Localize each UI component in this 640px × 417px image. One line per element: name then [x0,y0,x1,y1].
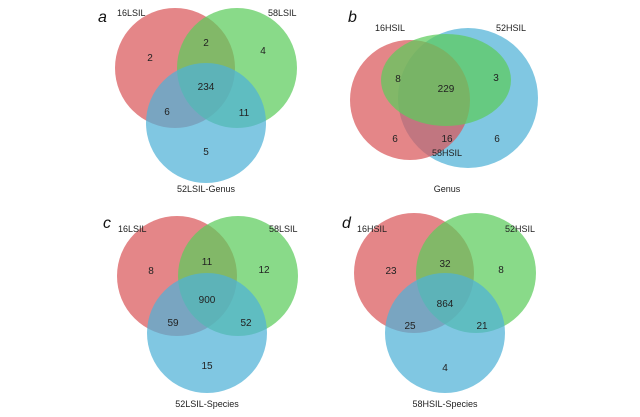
set-label: 58LSIL [268,8,297,18]
panel-caption: 58HSIL-Species [412,399,478,409]
region-count: 5 [203,147,209,158]
region-count: 32 [439,259,451,270]
panel-caption: Genus [434,184,461,194]
set-label: 52HSIL [496,23,526,33]
region-count: 900 [199,295,216,306]
set-circle-blue [147,273,267,393]
region-count: 59 [167,318,179,329]
set-label: 16HSIL [357,224,387,234]
region-count: 11 [239,108,250,119]
region-count: 23 [385,266,397,277]
region-count: 8 [498,265,504,276]
set-circle-green [381,34,511,126]
region-count: 3 [493,73,499,84]
set-label: 16LSIL [118,224,147,234]
region-count: 4 [442,363,448,374]
panel-letter: b [348,9,357,26]
region-count: 864 [437,299,454,310]
set-circle-blue [146,63,266,183]
panel-b: b 16HSIL 52HSIL 58HSIL 8 229 3 6 16 6 Ge… [348,9,538,194]
region-count: 229 [438,84,455,95]
set-label: 58LSIL [269,224,298,234]
region-count: 8 [148,266,154,277]
region-count: 234 [198,82,215,93]
region-count: 15 [201,361,213,372]
set-label: 16LSIL [117,8,146,18]
panel-d: d 16HSIL 52HSIL 23 8 32 864 25 21 4 58HS… [342,213,536,409]
region-count: 11 [202,257,213,268]
region-count: 6 [164,107,170,118]
region-count: 8 [395,74,401,85]
set-label: 16HSIL [375,23,405,33]
region-count: 16 [441,134,453,145]
region-count: 21 [476,321,488,332]
panel-letter: d [342,215,352,232]
panel-letter: c [103,215,111,232]
region-count: 4 [260,46,266,57]
set-circle-blue [385,273,505,393]
region-count: 52 [240,318,252,329]
region-count: 2 [203,38,209,49]
region-count: 25 [404,321,416,332]
set-label: 58HSIL [432,148,462,158]
region-count: 12 [258,265,270,276]
panel-caption: 52LSIL-Genus [177,184,236,194]
region-count: 6 [392,134,398,145]
panel-a: a 16LSIL 58LSIL 2 4 2 234 6 11 5 52LSIL-… [98,8,297,194]
panel-c: c 16LSIL 58LSIL 8 12 11 900 59 52 15 52L… [103,215,298,409]
panel-letter: a [98,9,107,26]
region-count: 2 [147,53,153,64]
set-label: 52HSIL [505,224,535,234]
panel-caption: 52LSIL-Species [175,399,239,409]
region-count: 6 [494,134,500,145]
